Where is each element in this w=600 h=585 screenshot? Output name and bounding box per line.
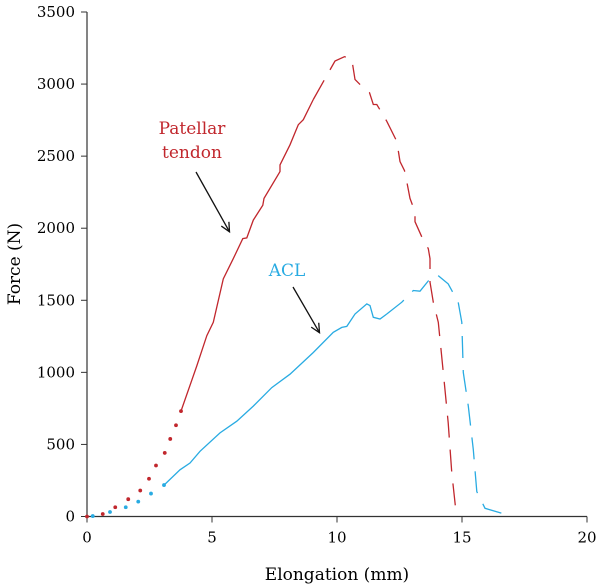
acl-dashed-line: [386, 273, 509, 516]
patellar-tendon-dot: [126, 497, 131, 502]
y-tick-label: 1500: [37, 291, 75, 309]
patellar-tendon-dashed-line: [312, 55, 457, 511]
x-tick-label: 20: [577, 529, 596, 547]
x-tick-label: 0: [82, 529, 92, 547]
acl-dot: [149, 491, 153, 496]
arrowhead-icon: [310, 322, 321, 335]
acl-solid-line: [163, 303, 388, 486]
y-tick-label: 1000: [37, 363, 75, 381]
patellar-tendon-solid-line: [180, 99, 314, 412]
series-group: [85, 55, 509, 519]
acl-dot: [136, 499, 141, 504]
x-axis-label: Elongation (mm): [265, 565, 409, 585]
patellar-tendon-dot: [113, 505, 118, 510]
arrow-icon: [195, 171, 231, 233]
annotation-label: Patellar: [159, 119, 227, 139]
y-tick-label: 2000: [37, 219, 75, 237]
acl-dot: [108, 510, 112, 514]
y-tick-label: 3500: [37, 3, 75, 21]
x-tick-label: 5: [207, 529, 217, 547]
annotation-label: tendon: [162, 143, 222, 163]
acl-dot: [90, 514, 95, 518]
x-tick-label: 15: [452, 529, 471, 547]
patellar-tendon-dot: [85, 514, 89, 519]
y-tick-label: 3000: [37, 75, 75, 93]
patellar-tendon-dot: [147, 476, 151, 481]
y-tick-label: 2500: [37, 147, 75, 165]
patellar-tendon-dot: [100, 512, 105, 516]
y-tick-label: 0: [65, 508, 75, 526]
patellar-tendon-dot: [174, 423, 178, 428]
acl-dot: [123, 505, 128, 510]
patellar-tendon-dot: [168, 437, 173, 441]
axes: 0 5 10 15 20 0 500 1000 1500 2000 2500 3000 3500: [37, 3, 597, 547]
annotation-label: ACL: [268, 261, 306, 281]
y-tick-label: 500: [46, 435, 75, 453]
y-axis-label: Force (N): [5, 223, 25, 305]
patellar-tendon-dot: [162, 451, 167, 455]
x-tick-label: 10: [327, 529, 346, 547]
arrowhead-icon: [220, 221, 231, 234]
arrow-icon: [292, 286, 321, 334]
patellar-tendon-dot: [138, 488, 143, 493]
annotations: Patellar tendon ACL: [159, 119, 321, 335]
patellar-tendon-dot: [154, 463, 158, 468]
